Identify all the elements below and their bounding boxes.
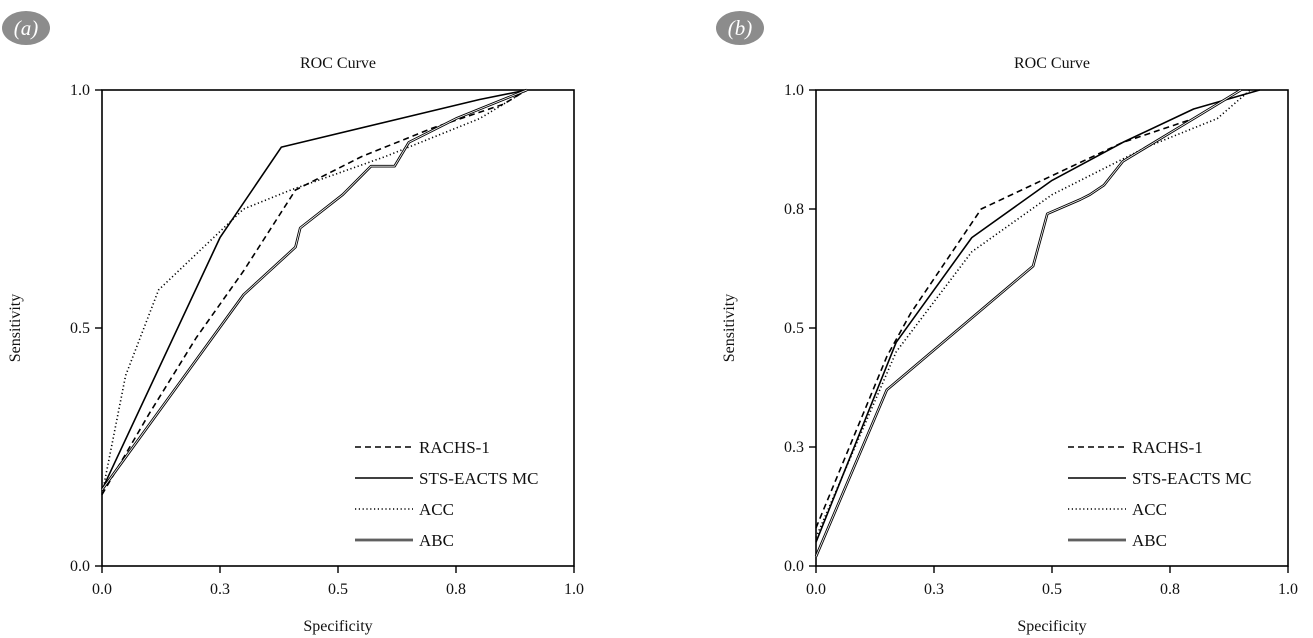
chart-title-b: ROC Curve	[1014, 55, 1090, 72]
panel-badge-a	[2, 11, 50, 45]
x-tick-label-a: 0.3	[210, 581, 230, 598]
legend-label-b: STS-EACTS MC	[1132, 469, 1252, 488]
curves-a	[100, 88, 528, 496]
x-tick-label-a: 0.0	[92, 581, 112, 598]
legend-label-b: RACHS-1	[1132, 438, 1203, 457]
legend-item-rachs-1-a: RACHS-1	[355, 438, 490, 457]
legend-label-b: ABC	[1132, 531, 1167, 550]
y-tick-label-a: 0.0	[70, 558, 90, 575]
series-rachs-1-a	[101, 89, 528, 496]
roc-panel-a: (a) ROC Curve Sensitivity Specificity 0.…	[2, 11, 584, 635]
x-tick-label-b: 0.0	[806, 581, 826, 598]
x-tick-label-b: 0.8	[1160, 581, 1180, 598]
chart-title-a: ROC Curve	[300, 55, 376, 72]
series-sts-eacts-mc-a	[101, 89, 527, 491]
y-tick-label-b: 0.3	[784, 439, 804, 456]
series-sts-eacts-mc-b	[815, 89, 1260, 543]
legend-a: RACHS-1 STS-EACTS MC ACC ABC	[355, 438, 539, 550]
x-axis-label-a: Specificity	[303, 618, 372, 635]
series-rachs-1-b	[815, 89, 1242, 529]
legend-item-sts-eacts-mc-b: STS-EACTS MC	[1068, 469, 1252, 488]
x-tick-label-b: 1.0	[1278, 581, 1298, 598]
ticks-a: 0.0 0.3 0.5 0.8 1.0 0.0 0.5 1.0	[70, 82, 584, 598]
legend-item-abc-a: ABC	[355, 531, 454, 550]
x-tick-label-a: 0.8	[446, 581, 466, 598]
panel-label-a: (a)	[14, 16, 39, 40]
series-acc-b	[815, 89, 1251, 538]
y-tick-label-b: 0.0	[784, 558, 804, 575]
legend-label-a: ACC	[419, 500, 454, 519]
legend-label-a: STS-EACTS MC	[419, 469, 539, 488]
y-axis-label-b: Sensitivity	[721, 294, 738, 362]
x-axis-label-b: Specificity	[1017, 618, 1086, 635]
y-tick-label-b: 1.0	[784, 82, 804, 99]
plot-frame-b	[815, 89, 1289, 567]
series-abc-a	[100, 88, 528, 491]
panel-label-b: (b)	[728, 16, 753, 40]
legend-item-rachs-1-b: RACHS-1	[1068, 438, 1203, 457]
legend-item-sts-eacts-mc-a: STS-EACTS MC	[355, 469, 539, 488]
y-tick-label-b: 0.5	[784, 320, 804, 337]
ticks-b: 0.0 0.3 0.5 0.8 1.0 0.0 0.3 0.5 0.8 1.0	[784, 82, 1298, 598]
y-tick-label-b: 0.8	[784, 201, 804, 218]
legend-item-abc-b: ABC	[1068, 531, 1167, 550]
y-tick-label-a: 1.0	[70, 82, 90, 99]
legend-item-acc-a: ACC	[355, 500, 454, 519]
legend-label-a: RACHS-1	[419, 438, 490, 457]
x-tick-label-b: 0.5	[1042, 581, 1062, 598]
panel-badge-b	[716, 11, 764, 45]
x-tick-label-a: 1.0	[564, 581, 584, 598]
legend-label-a: ABC	[419, 531, 454, 550]
y-axis-label-a: Sensitivity	[7, 294, 24, 362]
x-tick-label-a: 0.5	[328, 581, 348, 598]
roc-panel-b: (b) ROC Curve Sensitivity Specificity 0.…	[716, 11, 1298, 635]
series-abc-b	[814, 88, 1242, 558]
legend-b: RACHS-1 STS-EACTS MC ACC ABC	[1068, 438, 1252, 550]
curves-b	[814, 88, 1260, 558]
x-tick-label-b: 0.3	[924, 581, 944, 598]
y-tick-label-a: 0.5	[70, 320, 90, 337]
plot-frame-a	[101, 89, 575, 567]
series-acc-a	[101, 89, 528, 495]
legend-label-b: ACC	[1132, 500, 1167, 519]
legend-item-acc-b: ACC	[1068, 500, 1167, 519]
